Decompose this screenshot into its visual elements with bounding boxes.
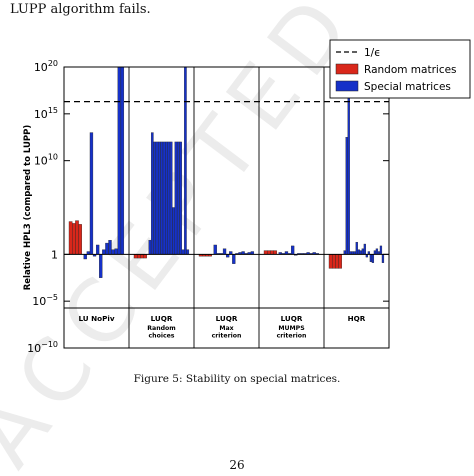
bar-special	[181, 249, 185, 255]
bar-random	[267, 250, 271, 255]
bar-special	[169, 141, 173, 255]
bar-special	[179, 141, 182, 255]
bar-special	[172, 207, 175, 255]
bar-special	[153, 141, 156, 255]
bar-random	[140, 254, 144, 259]
bar-special	[111, 249, 115, 255]
y-tick-label: 1010	[34, 153, 58, 168]
bar-special	[369, 254, 373, 262]
page-number: 26	[229, 458, 245, 472]
bar-special	[120, 66, 125, 255]
bar-special	[359, 250, 362, 255]
bar-special	[114, 248, 118, 255]
bar-special	[150, 132, 154, 255]
group-sublabel: Random	[147, 325, 175, 332]
bar-special	[184, 66, 187, 255]
group-sublabel: criterion	[212, 333, 242, 340]
y-tick-label: 10−5	[32, 293, 58, 308]
bar-special	[117, 66, 121, 255]
legend-label: 1/ϵ	[364, 47, 381, 59]
bar-random	[335, 254, 339, 269]
y-tick-label: 1020	[34, 59, 58, 74]
legend-label: Special matrices	[364, 81, 451, 93]
bar-special	[99, 254, 103, 278]
bar-special	[375, 248, 379, 255]
bar-special	[363, 243, 366, 255]
bar-random	[133, 254, 138, 259]
bar-special	[361, 248, 364, 255]
bar-special	[345, 137, 348, 255]
bar-special	[177, 141, 180, 255]
bar-random	[273, 250, 277, 255]
bar-special	[371, 254, 375, 263]
bar-random	[143, 254, 147, 259]
bar-special	[381, 254, 385, 263]
bar-special	[158, 141, 161, 255]
bar-random	[72, 223, 76, 255]
bar-random	[328, 254, 333, 269]
bar-random	[75, 220, 79, 255]
group-sublabel: choices	[149, 333, 175, 340]
bar-special	[148, 240, 152, 255]
legend-swatch	[335, 80, 359, 92]
figure-caption: Figure 5: Stability on special matrices.	[133, 373, 341, 385]
bar-special	[373, 250, 377, 255]
bar-special	[186, 249, 190, 255]
group-label: LU NoPiv	[78, 314, 114, 323]
group-label: LUQR	[151, 314, 173, 323]
bar-random	[68, 221, 73, 255]
bar-special	[165, 141, 168, 255]
y-tick-label: 1015	[34, 106, 58, 121]
bar-special	[343, 250, 346, 255]
group-label: LUQR	[216, 314, 238, 323]
stability-chart: LU NoPiv LUQRRandomchoicesLUQRMaxcriterio…	[23, 39, 471, 355]
bar-special	[108, 240, 112, 255]
bar-special	[83, 254, 87, 260]
bar-special	[162, 141, 166, 255]
group-sublabel: Max	[219, 325, 233, 332]
bar-special	[290, 245, 295, 255]
group-label: LUQR	[281, 314, 303, 323]
bar-random	[270, 250, 274, 255]
legend-label: Random matrices	[364, 64, 457, 76]
bar-special	[174, 141, 178, 255]
y-tick-label: 1	[51, 248, 58, 261]
bar-special	[355, 241, 358, 255]
bar-special	[102, 249, 106, 255]
bar-random	[332, 254, 336, 269]
body-text-fragment: LUPP algorithm fails.	[10, 2, 151, 17]
bar-special	[232, 254, 236, 264]
y-axis-label: Relative HPL3 (compared to LUPP)	[23, 125, 33, 291]
bar-special	[89, 132, 94, 255]
bar-random	[338, 254, 342, 269]
bar-special	[105, 242, 109, 255]
group-sublabel: criterion	[277, 333, 307, 340]
bar-special	[155, 141, 159, 255]
legend-swatch	[335, 63, 359, 75]
bar-special	[222, 248, 227, 255]
bar-random	[137, 254, 141, 259]
bar-special	[167, 141, 171, 255]
bar-special	[95, 244, 100, 255]
group-label: HQR	[348, 314, 366, 323]
bar-special	[379, 245, 383, 255]
plot-frame	[63, 66, 390, 349]
bar-random	[263, 250, 268, 255]
group-sublabel: MUMPS	[278, 325, 304, 332]
bar-random	[78, 224, 82, 255]
y-tick-label: 10−10	[27, 340, 58, 355]
bar-special	[213, 244, 217, 255]
bar-special	[160, 141, 164, 255]
bar-special	[357, 249, 360, 255]
